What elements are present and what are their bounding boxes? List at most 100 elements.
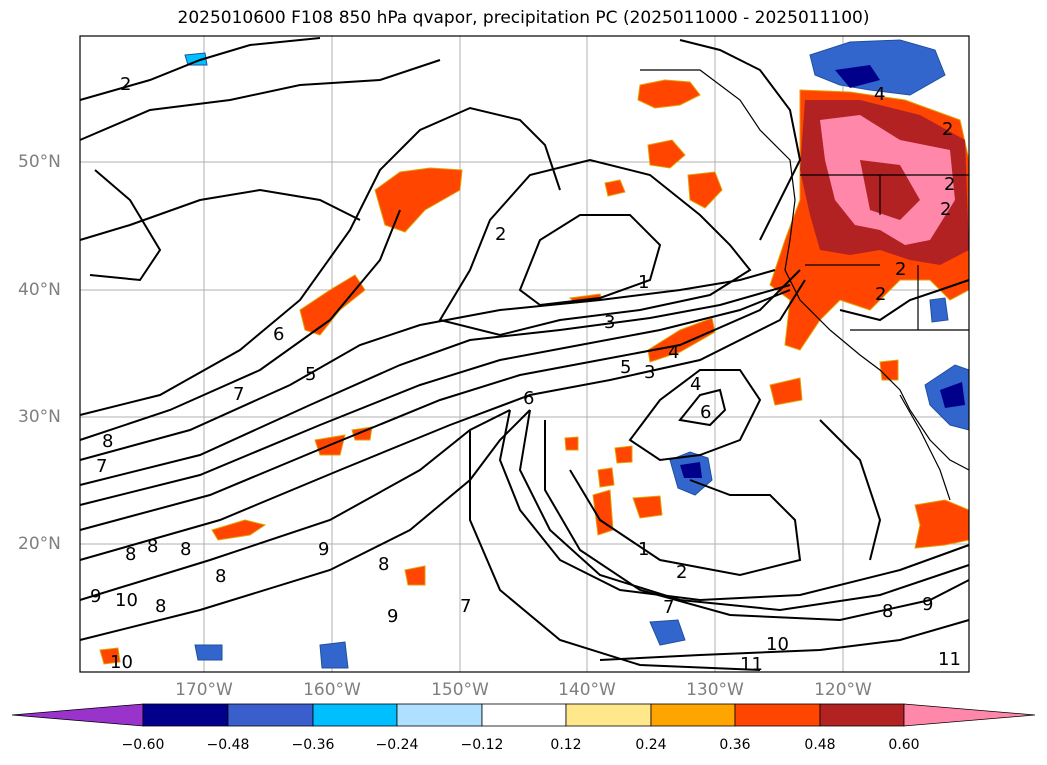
colorbar-tick: −0.36 — [291, 737, 335, 753]
contour-line — [679, 39, 802, 241]
colorbar-tick: 0.24 — [635, 737, 667, 753]
contour-line — [89, 169, 162, 282]
contour-label: 2 — [495, 224, 506, 245]
lat-label-40n: 40°N — [18, 280, 61, 300]
contour-line — [79, 209, 401, 441]
precip-dry-topw — [184, 52, 208, 66]
contour-label: 7 — [663, 597, 674, 618]
precip-patch-ak — [637, 79, 701, 109]
contour-label: 11 — [938, 649, 961, 670]
contour-label: 2 — [895, 259, 906, 280]
precip-patch-s3 — [597, 467, 615, 488]
contour-label: 6 — [523, 388, 534, 409]
contour-label: 5 — [620, 357, 631, 378]
colorbar-tick: −0.48 — [206, 737, 250, 753]
colorbar-bin — [819, 703, 905, 727]
precip-patch-west2 — [211, 519, 267, 541]
colorbar-bin — [227, 703, 314, 727]
lon-label-130w: 130°W — [686, 680, 744, 700]
contour-line — [819, 419, 882, 561]
coastline-north-america — [640, 69, 970, 471]
contour-line — [79, 269, 776, 461]
colorbar-bin — [481, 703, 567, 727]
lat-label-30n: 30°N — [18, 407, 61, 427]
contour-label: 7 — [96, 456, 107, 477]
contour-label: 1 — [638, 272, 649, 293]
precip-dry-north-core — [835, 65, 880, 88]
coastlines — [640, 69, 970, 501]
contour-label: 4 — [668, 342, 679, 363]
lon-label-170w: 170°W — [175, 680, 233, 700]
contour-label: 9 — [318, 539, 329, 560]
lon-label-120w: 120°W — [814, 680, 872, 700]
contour-line — [79, 106, 561, 416]
lon-label-150w: 150°W — [431, 680, 489, 700]
precip-dry-ne — [929, 297, 949, 323]
contour-label: 10 — [115, 590, 138, 611]
contour-line — [498, 409, 970, 602]
colorbar-tick: 0.60 — [888, 737, 920, 753]
precip-dry-sw2 — [319, 641, 349, 669]
contour-line — [79, 409, 511, 601]
colorbar-extend-low — [11, 703, 144, 727]
contour-line — [544, 420, 970, 622]
precip-patch-sw — [99, 647, 121, 665]
precip-dry-north — [809, 39, 946, 96]
contour-label: 9 — [922, 594, 933, 615]
contour-label: 3 — [604, 312, 615, 333]
contour-label: 2 — [944, 174, 955, 195]
contour-label: 8 — [882, 601, 893, 622]
contour-label: 8 — [155, 596, 166, 617]
contour-line — [79, 279, 806, 561]
page-title: 2025010600 F108 850 hPa qvapor, precipit… — [177, 8, 870, 28]
contour-line — [518, 214, 662, 307]
precip-dry-sw1 — [649, 619, 686, 646]
colorbar-tick: 0.12 — [550, 737, 582, 753]
contour-label: 2 — [676, 562, 687, 583]
colorbar-tick: −0.24 — [375, 737, 419, 753]
contour-label: 6 — [273, 324, 284, 345]
contour-label: 2 — [120, 74, 131, 95]
precip-dry-baja-core — [940, 382, 965, 408]
contour-label: 1 — [638, 539, 649, 560]
contour-line — [839, 279, 970, 322]
contour-label: 8 — [125, 544, 136, 565]
contour-line — [438, 158, 752, 337]
contour-line — [79, 269, 801, 531]
precip-patch-baja — [914, 499, 970, 549]
colorbar-extend-high — [903, 703, 1036, 727]
contour-label: 6 — [700, 402, 711, 423]
contour-line — [79, 188, 361, 241]
precip-patch-nep1 — [647, 139, 686, 169]
colorbar-tick: 0.48 — [804, 737, 836, 753]
precip-patch-nep3 — [604, 179, 626, 197]
contour-label: 7 — [233, 384, 244, 405]
contour-line — [79, 284, 791, 486]
coastline-baja — [899, 394, 951, 501]
state-borders — [800, 174, 969, 331]
contour-line — [569, 469, 802, 577]
contour-label: 4 — [690, 374, 701, 395]
precip-dry-sw3 — [194, 644, 223, 661]
precip-patch-s2 — [632, 495, 663, 519]
contour-label: 10 — [766, 634, 789, 655]
contour-line — [518, 409, 970, 612]
lat-label-20n: 20°N — [18, 534, 61, 554]
contour-line — [79, 59, 441, 141]
precip-patch-west1 — [299, 274, 366, 336]
colorbar-bin — [565, 703, 652, 727]
map-frame — [79, 35, 970, 673]
contour-label: 8 — [180, 539, 191, 560]
contour-line — [599, 619, 970, 661]
contour-label: 3 — [644, 362, 655, 383]
contour-label: 2 — [942, 119, 953, 140]
colorbar-bin — [650, 703, 736, 727]
colorbar-bin — [734, 703, 821, 727]
colorbar — [11, 703, 1036, 727]
precip-patch-s6 — [769, 377, 803, 406]
colorbar-bin — [142, 703, 229, 727]
contour-line — [469, 430, 761, 671]
contour-line — [79, 37, 321, 101]
contour-label: 7 — [460, 596, 471, 617]
